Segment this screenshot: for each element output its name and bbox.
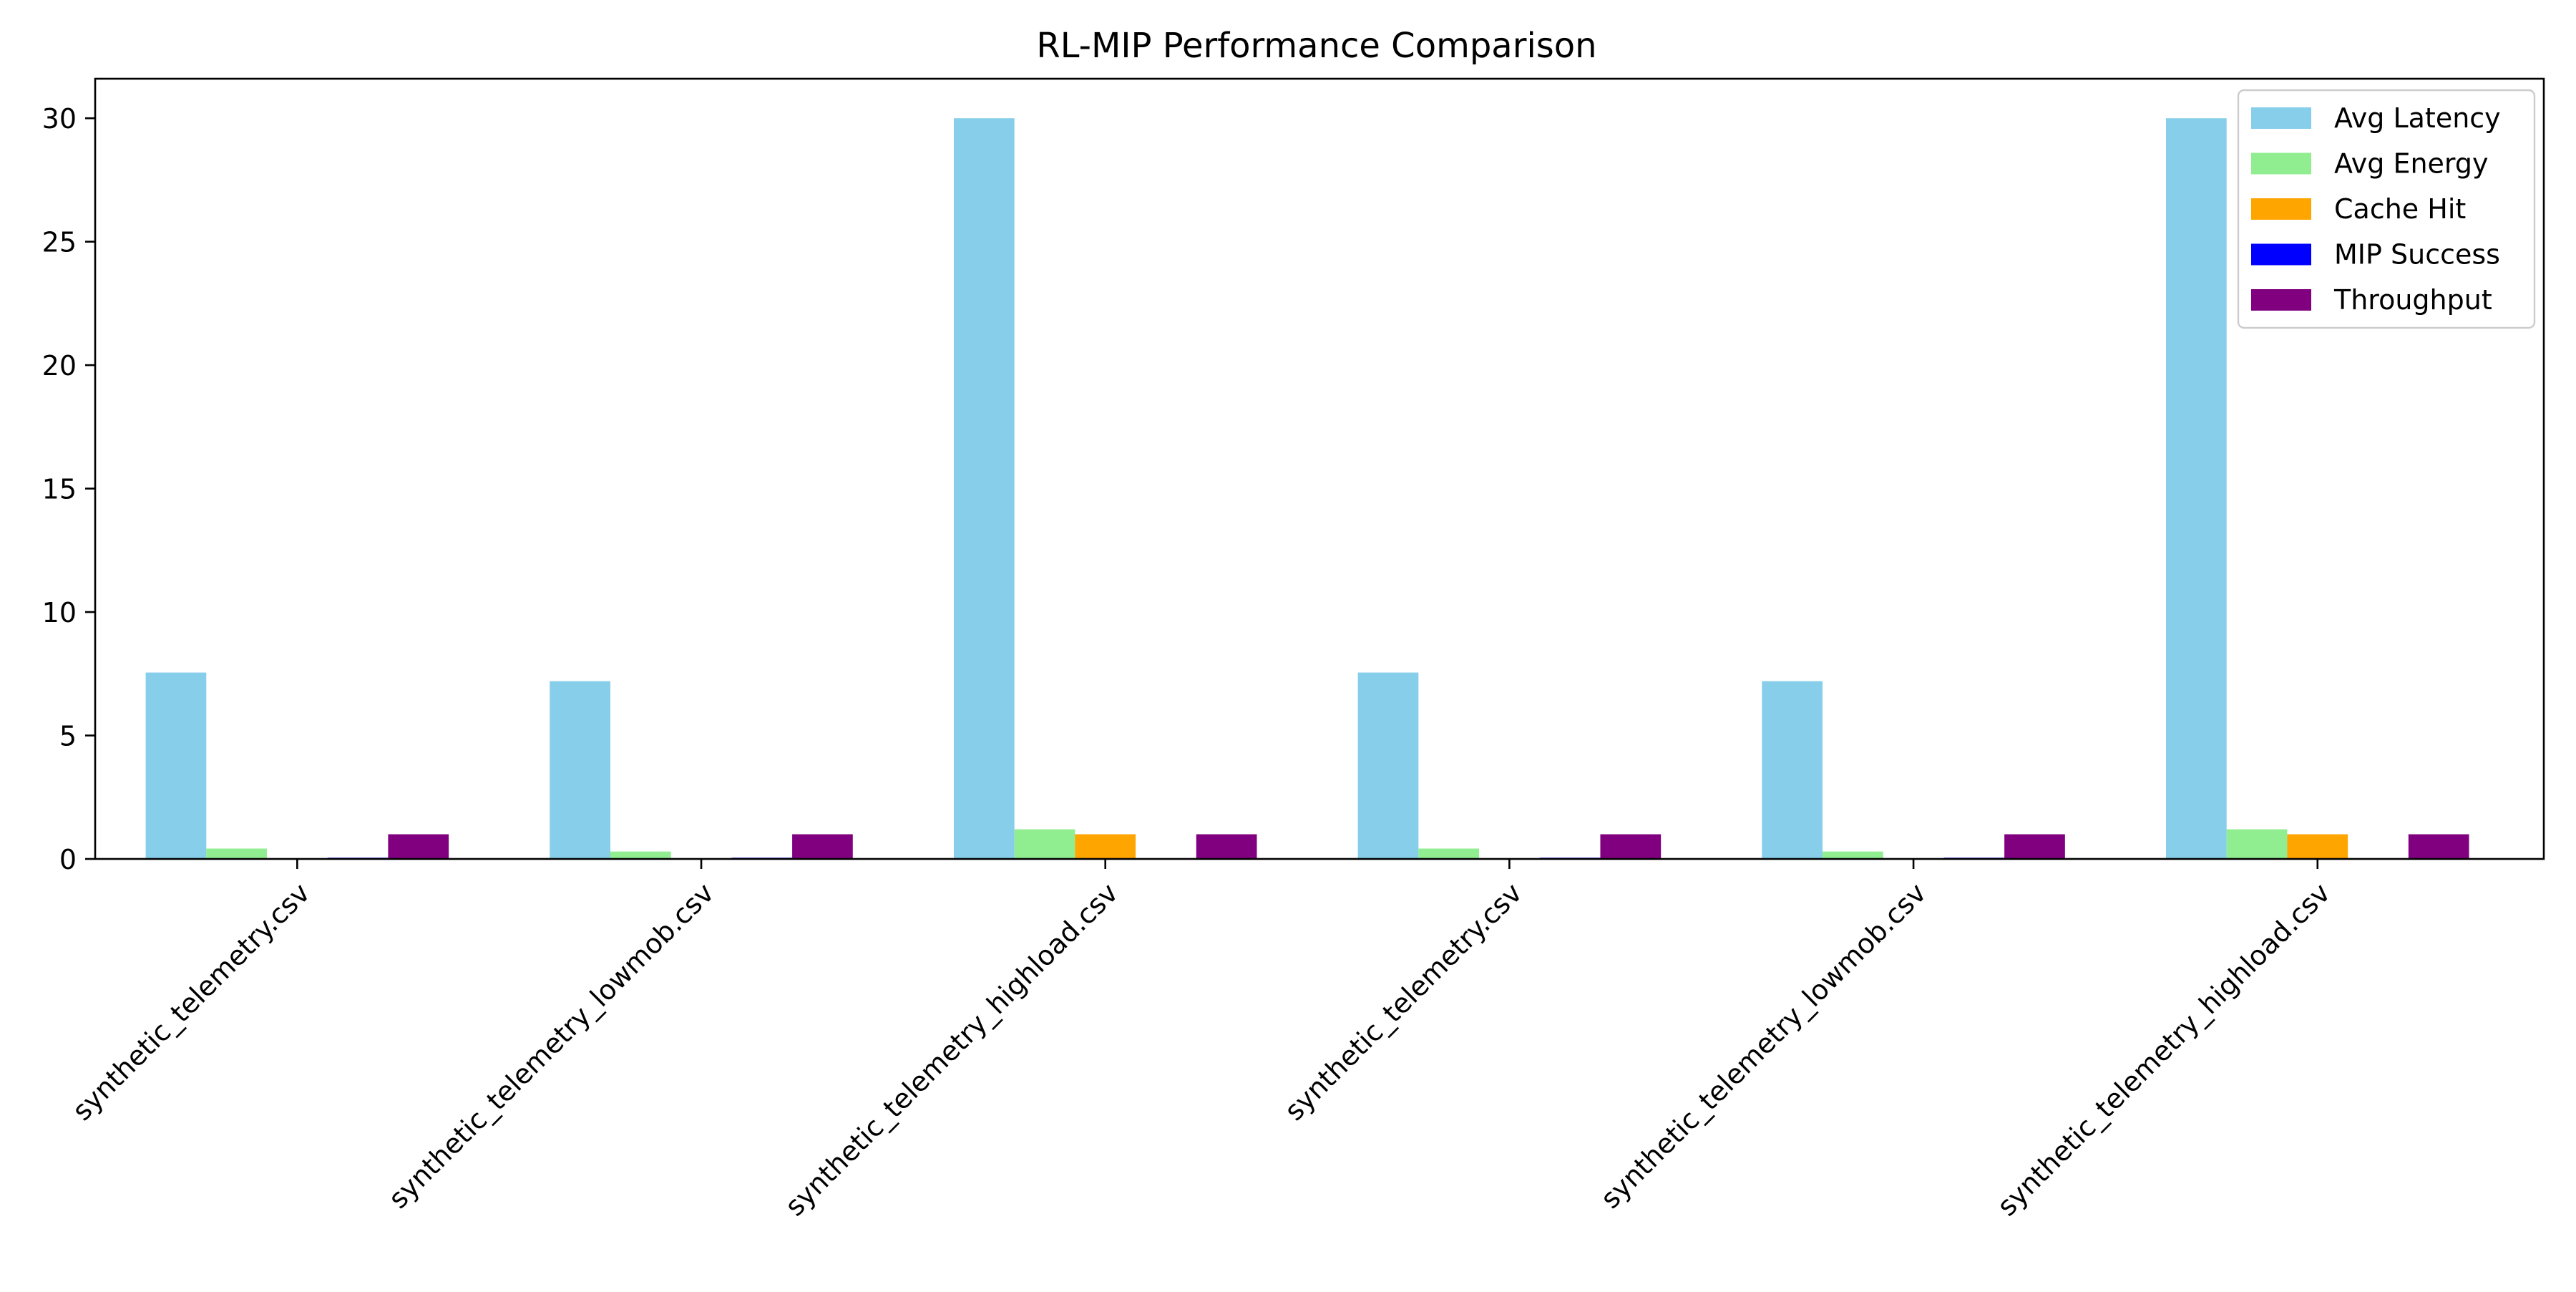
- bar-cache-hit-5: [2287, 834, 2348, 859]
- series-avg-latency: [145, 118, 2227, 859]
- bar-avg-latency-1: [550, 681, 610, 859]
- legend-label-throughput: Throughput: [2333, 284, 2492, 316]
- bar-avg-energy-1: [610, 851, 671, 859]
- bar-avg-energy-4: [1823, 851, 1883, 859]
- legend-swatch-avg-energy: [2251, 152, 2311, 175]
- y-tick-label: 15: [42, 474, 77, 505]
- bars-layer: [145, 118, 2469, 859]
- bar-throughput-1: [792, 834, 853, 859]
- bar-avg-latency-2: [953, 118, 1015, 859]
- series-avg-energy: [206, 829, 2288, 859]
- bar-throughput-3: [1600, 834, 1662, 859]
- bar-avg-latency-3: [1357, 672, 1419, 859]
- legend: Avg Latency Avg Energy Cache Hit MIP Succes…: [2237, 89, 2536, 329]
- legend-box: [2237, 89, 2536, 329]
- bar-avg-energy-0: [206, 848, 267, 859]
- series-throughput: [388, 834, 2469, 859]
- bar-throughput-2: [1196, 834, 1257, 859]
- bar-throughput-4: [2004, 834, 2065, 859]
- legend-swatch-throughput: [2251, 289, 2311, 311]
- bar-avg-energy-5: [2226, 829, 2288, 859]
- legend-swatch-avg-latency: [2251, 107, 2311, 129]
- y-tick-label: 30: [42, 103, 77, 135]
- y-tick-label: 5: [59, 721, 77, 752]
- chart-title: RL-MIP Performance Comparison: [1036, 26, 1596, 66]
- legend-label-cache-hit: Cache Hit: [2334, 193, 2466, 225]
- bar-avg-energy-3: [1418, 848, 1480, 859]
- bar-avg-latency-0: [145, 672, 207, 859]
- y-tick-label: 20: [42, 350, 77, 382]
- legend-label-mip-success: MIP Success: [2334, 239, 2500, 271]
- plot-frame: [94, 77, 2545, 860]
- bar-throughput-5: [2408, 834, 2469, 859]
- bar-avg-energy-2: [1014, 829, 1075, 859]
- y-tick-label: 25: [42, 227, 77, 258]
- legend-label-avg-latency: Avg Latency: [2334, 102, 2501, 134]
- bar-avg-latency-4: [1762, 681, 1823, 859]
- legend-swatch-mip-success: [2251, 243, 2311, 266]
- y-tick-label: 0: [59, 844, 77, 875]
- bar-throughput-0: [388, 834, 449, 859]
- y-tick-label: 10: [42, 597, 77, 628]
- series-cache-hit: [1075, 834, 2348, 859]
- bar-avg-latency-5: [2166, 118, 2227, 859]
- legend-swatch-cache-hit: [2251, 198, 2311, 220]
- bar-cache-hit-2: [1075, 834, 1136, 859]
- legend-label-avg-energy: Avg Energy: [2334, 148, 2489, 180]
